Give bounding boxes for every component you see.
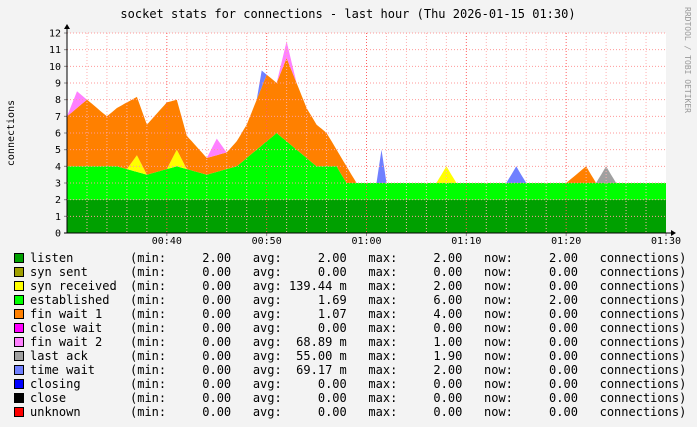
y-tick-label: 3 bbox=[55, 179, 61, 190]
legend-series-name: syn received bbox=[30, 279, 117, 293]
x-tick-label: 01:00 bbox=[351, 236, 381, 247]
legend-series-name: close wait bbox=[30, 321, 103, 335]
y-tick-label: 0 bbox=[55, 229, 61, 240]
y-tick-label: 5 bbox=[55, 145, 61, 156]
x-tick-label: 01:30 bbox=[651, 236, 681, 247]
legend-series-name: fin wait 1 bbox=[30, 307, 103, 321]
y-axis-arrow bbox=[64, 24, 70, 29]
y-tick-label: 7 bbox=[55, 112, 61, 123]
y-tick-label: 10 bbox=[49, 62, 61, 73]
legend-series-name: syn sent bbox=[30, 265, 88, 279]
legend-row-last-ack: last ack (min: 0.00 avg: 55.00 m max: 1.9… bbox=[14, 349, 694, 363]
y-tick-label: 8 bbox=[55, 95, 61, 106]
legend-stats: (min: 2.00 avg: 2.00 max: 2.00 now: 2.00… bbox=[130, 251, 687, 265]
legend-series-name: unknown bbox=[30, 405, 81, 419]
y-tick-label: 9 bbox=[55, 79, 61, 90]
legend-swatch bbox=[14, 351, 24, 361]
legend-stats: (min: 0.00 avg: 139.44 m max: 2.00 now: … bbox=[130, 279, 687, 293]
legend-row-syn-sent: syn sent (min: 0.00 avg: 0.00 max: 0.00 n… bbox=[14, 265, 694, 279]
legend-swatch bbox=[14, 365, 24, 375]
legend-row-time-wait: time wait (min: 0.00 avg: 69.17 m max: 2.… bbox=[14, 363, 694, 377]
legend-swatch bbox=[14, 379, 24, 389]
legend-series-name: fin wait 2 bbox=[30, 335, 103, 349]
legend-swatch bbox=[14, 407, 24, 417]
x-tick-label: 01:10 bbox=[451, 236, 481, 247]
chart-title: socket stats for connections - last hour… bbox=[120, 7, 575, 21]
legend-swatch bbox=[14, 267, 24, 277]
legend-swatch bbox=[14, 337, 24, 347]
legend-swatch bbox=[14, 253, 24, 263]
legend-stats: (min: 0.00 avg: 0.00 max: 0.00 now: 0.00… bbox=[130, 265, 687, 279]
legend-swatch bbox=[14, 323, 24, 333]
legend-stats: (min: 0.00 avg: 0.00 max: 0.00 now: 0.00… bbox=[130, 321, 687, 335]
legend-series-name: time wait bbox=[30, 363, 96, 377]
legend-row-listen: listen (min: 2.00 avg: 2.00 max: 2.00 now… bbox=[14, 251, 694, 265]
legend: listen (min: 2.00 avg: 2.00 max: 2.00 now… bbox=[14, 251, 694, 419]
legend-stats: (min: 0.00 avg: 0.00 max: 0.00 now: 0.00… bbox=[130, 405, 687, 419]
legend-series-name: close bbox=[30, 391, 67, 405]
grid-lines bbox=[67, 32, 666, 233]
legend-row-unknown: unknown (min: 0.00 avg: 0.00 max: 0.00 no… bbox=[14, 405, 694, 419]
y-tick-label: 11 bbox=[49, 45, 61, 56]
legend-row-fin-wait-2: fin wait 2 (min: 0.00 avg: 68.89 m max: 1… bbox=[14, 335, 694, 349]
series-area-established bbox=[67, 133, 666, 200]
y-tick-label: 12 bbox=[49, 29, 61, 40]
legend-row-fin-wait-1: fin wait 1 (min: 0.00 avg: 1.07 max: 4.00… bbox=[14, 307, 694, 321]
legend-stats: (min: 0.00 avg: 1.07 max: 4.00 now: 0.00… bbox=[130, 307, 687, 321]
legend-stats: (min: 0.00 avg: 1.69 max: 6.00 now: 2.00… bbox=[130, 293, 687, 307]
legend-swatch bbox=[14, 393, 24, 403]
legend-stats: (min: 0.00 avg: 0.00 max: 0.00 now: 0.00… bbox=[130, 391, 687, 405]
y-axis-label: connections bbox=[6, 100, 17, 166]
x-axis-arrow bbox=[671, 230, 676, 236]
series-area-fin-wait-2 bbox=[67, 41, 666, 183]
legend-row-close-wait: close wait (min: 0.00 avg: 0.00 max: 0.00… bbox=[14, 321, 694, 335]
legend-stats: (min: 0.00 avg: 68.89 m max: 1.00 now: 0… bbox=[130, 335, 687, 349]
y-tick-label: 2 bbox=[55, 195, 61, 206]
legend-swatch bbox=[14, 309, 24, 319]
legend-row-closing: closing (min: 0.00 avg: 0.00 max: 0.00 no… bbox=[14, 377, 694, 391]
y-tick-label: 4 bbox=[55, 162, 61, 173]
x-tick-label: 01:20 bbox=[551, 236, 581, 247]
legend-row-close: close (min: 0.00 avg: 0.00 max: 0.00 now:… bbox=[14, 391, 694, 405]
legend-row-established: established (min: 0.00 avg: 1.69 max: 6.0… bbox=[14, 293, 694, 307]
y-tick-label: 6 bbox=[55, 129, 61, 140]
legend-series-name: listen bbox=[30, 251, 74, 265]
legend-series-name: last ack bbox=[30, 349, 88, 363]
x-tick-label: 00:50 bbox=[252, 236, 282, 247]
legend-series-name: established bbox=[30, 293, 110, 307]
legend-stats: (min: 0.00 avg: 0.00 max: 0.00 now: 0.00… bbox=[130, 377, 687, 391]
y-tick-label: 1 bbox=[55, 212, 61, 223]
legend-swatch bbox=[14, 295, 24, 305]
legend-row-syn-received: syn received (min: 0.00 avg: 139.44 m max… bbox=[14, 279, 694, 293]
side-label: RRDTOOL / TOBI OETIKER bbox=[683, 7, 692, 113]
legend-stats: (min: 0.00 avg: 55.00 m max: 1.90 now: 0… bbox=[130, 349, 687, 363]
x-tick-label: 00:40 bbox=[152, 236, 182, 247]
legend-series-name: closing bbox=[30, 377, 81, 391]
legend-swatch bbox=[14, 281, 24, 291]
legend-stats: (min: 0.00 avg: 69.17 m max: 2.00 now: 0… bbox=[130, 363, 687, 377]
